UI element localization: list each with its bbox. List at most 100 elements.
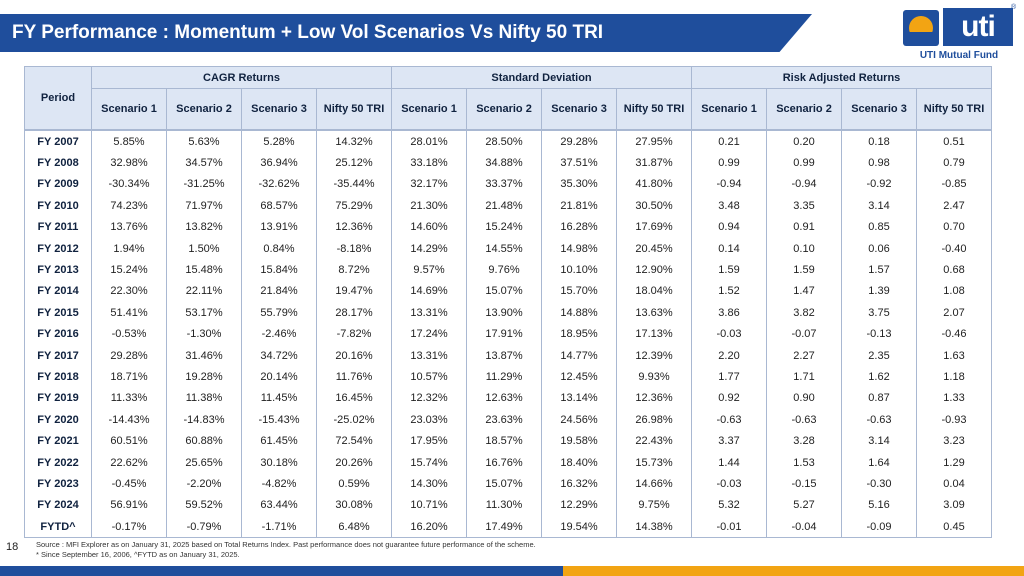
value-cell: 24.56% xyxy=(541,409,618,431)
value-cell: 29.28% xyxy=(91,344,167,367)
value-cell: 28.50% xyxy=(466,128,543,153)
value-cell: 5.27 xyxy=(766,494,843,517)
column-header: Nifty 50 TRI xyxy=(616,88,693,131)
value-cell: 15.84% xyxy=(241,259,317,281)
value-cell: 1.59 xyxy=(766,259,843,281)
value-cell: 14.30% xyxy=(391,473,468,495)
value-cell: 0.91 xyxy=(766,216,843,238)
value-cell: 5.28% xyxy=(241,128,317,153)
value-cell: -0.15 xyxy=(766,473,843,495)
value-cell: 3.35 xyxy=(766,195,843,217)
value-cell: 20.14% xyxy=(241,366,317,388)
value-cell: 3.75 xyxy=(841,302,918,324)
value-cell: 25.65% xyxy=(166,451,242,474)
period-cell: FY 2022 xyxy=(24,451,92,474)
value-cell: 12.45% xyxy=(541,366,618,388)
table-row: FY 2007 5.85% 5.63% 5.28% 14.32% 28.01% 28.50%… xyxy=(24,128,993,153)
value-cell: 0.70 xyxy=(916,216,993,238)
table-row: FY 2017 29.28% 31.46% 34.72% 20.16% 13.31% 13.… xyxy=(24,344,993,367)
value-cell: 0.90 xyxy=(766,387,843,410)
value-cell: 17.13% xyxy=(616,323,693,345)
value-cell: 0.68 xyxy=(916,259,993,281)
value-cell: 13.31% xyxy=(391,302,468,324)
table-row: FY 2015 51.41% 53.17% 55.79% 28.17% 13.31% 13.… xyxy=(24,302,993,324)
value-cell: 74.23% xyxy=(91,195,167,217)
value-cell: 18.04% xyxy=(616,280,693,303)
value-cell: 1.39 xyxy=(841,280,918,303)
value-cell: -35.44% xyxy=(315,173,393,196)
value-cell: 34.88% xyxy=(466,152,543,174)
value-cell: 31.87% xyxy=(616,152,693,174)
value-cell: 1.71 xyxy=(766,366,843,388)
value-cell: 1.08 xyxy=(916,280,993,303)
value-cell: 1.57 xyxy=(841,259,918,281)
footnote-line: * Since September 16, 2006, ^FYTD as on … xyxy=(36,550,240,559)
value-cell: 59.52% xyxy=(166,494,242,517)
value-cell: 11.76% xyxy=(315,366,393,388)
value-cell: 8.72% xyxy=(315,259,393,281)
value-cell: 19.47% xyxy=(315,280,393,303)
value-cell: 13.87% xyxy=(466,344,543,367)
period-cell: FY 2011 xyxy=(24,216,92,238)
performance-table: Period CAGR Returns Standard Deviation R… xyxy=(24,66,993,539)
value-cell: 2.35 xyxy=(841,344,918,367)
value-cell: 14.98% xyxy=(541,237,618,260)
value-cell: 60.88% xyxy=(166,430,242,452)
value-cell: 13.63% xyxy=(616,302,693,324)
value-cell: 15.73% xyxy=(616,451,693,474)
value-cell: 13.14% xyxy=(541,387,618,410)
logo-subtitle: UTI Mutual Fund xyxy=(919,50,999,61)
value-cell: 13.82% xyxy=(166,216,242,238)
value-cell: -0.03 xyxy=(691,473,768,495)
value-cell: 13.91% xyxy=(241,216,317,238)
value-cell: 30.50% xyxy=(616,195,693,217)
value-cell: 17.49% xyxy=(466,516,543,539)
column-header: Nifty 50 TRI xyxy=(315,88,393,131)
value-cell: 34.72% xyxy=(241,344,317,367)
page-title: FY Performance : Momentum + Low Vol Scen… xyxy=(12,22,604,43)
value-cell: 18.71% xyxy=(91,366,167,388)
value-cell: 22.30% xyxy=(91,280,167,303)
value-cell: 5.16 xyxy=(841,494,918,517)
value-cell: -14.83% xyxy=(166,409,242,431)
value-cell: 15.70% xyxy=(541,280,618,303)
logo-mark-icon xyxy=(903,10,939,46)
column-header: Scenario 1 xyxy=(91,88,167,131)
value-cell: -15.43% xyxy=(241,409,317,431)
value-cell: 14.69% xyxy=(391,280,468,303)
value-cell: 17.95% xyxy=(391,430,468,452)
value-cell: 1.77 xyxy=(691,366,768,388)
value-cell: 3.23 xyxy=(916,430,993,452)
column-header: Scenario 2 xyxy=(166,88,242,131)
value-cell: 0.92 xyxy=(691,387,768,410)
uti-logo: uti ® UTI Mutual Fund xyxy=(903,4,1016,64)
value-cell: 15.24% xyxy=(466,216,543,238)
value-cell: 0.51 xyxy=(916,128,993,153)
value-cell: 2.07 xyxy=(916,302,993,324)
value-cell: 23.03% xyxy=(391,409,468,431)
period-cell: FY 2023 xyxy=(24,473,92,495)
value-cell: 29.28% xyxy=(541,128,618,153)
value-cell: 14.60% xyxy=(391,216,468,238)
value-cell: 15.24% xyxy=(91,259,167,281)
value-cell: 1.64 xyxy=(841,451,918,474)
value-cell: -0.85 xyxy=(916,173,993,196)
value-cell: 9.57% xyxy=(391,259,468,281)
value-cell: 15.74% xyxy=(391,451,468,474)
value-cell: 22.43% xyxy=(616,430,693,452)
value-cell: 2.27 xyxy=(766,344,843,367)
value-cell: 13.90% xyxy=(466,302,543,324)
value-cell: 1.47 xyxy=(766,280,843,303)
group-header-risk-adjusted: Risk Adjusted Returns xyxy=(691,66,993,89)
value-cell: 0.94 xyxy=(691,216,768,238)
table-row: FY 2008 32.98% 34.57% 36.94% 25.12% 33.18% 34.… xyxy=(24,152,993,174)
value-cell: 1.33 xyxy=(916,387,993,410)
value-cell: -0.45% xyxy=(91,473,167,495)
value-cell: 0.99 xyxy=(766,152,843,174)
value-cell: -0.93 xyxy=(916,409,993,431)
table-row: FY 2024 56.91% 59.52% 63.44% 30.08% 10.71% 11.… xyxy=(24,494,993,517)
period-cell: FY 2019 xyxy=(24,387,92,410)
value-cell: 27.95% xyxy=(616,128,693,153)
value-cell: 13.31% xyxy=(391,344,468,367)
source-note: Source : MFI Explorer as on January 31, … xyxy=(36,540,536,560)
